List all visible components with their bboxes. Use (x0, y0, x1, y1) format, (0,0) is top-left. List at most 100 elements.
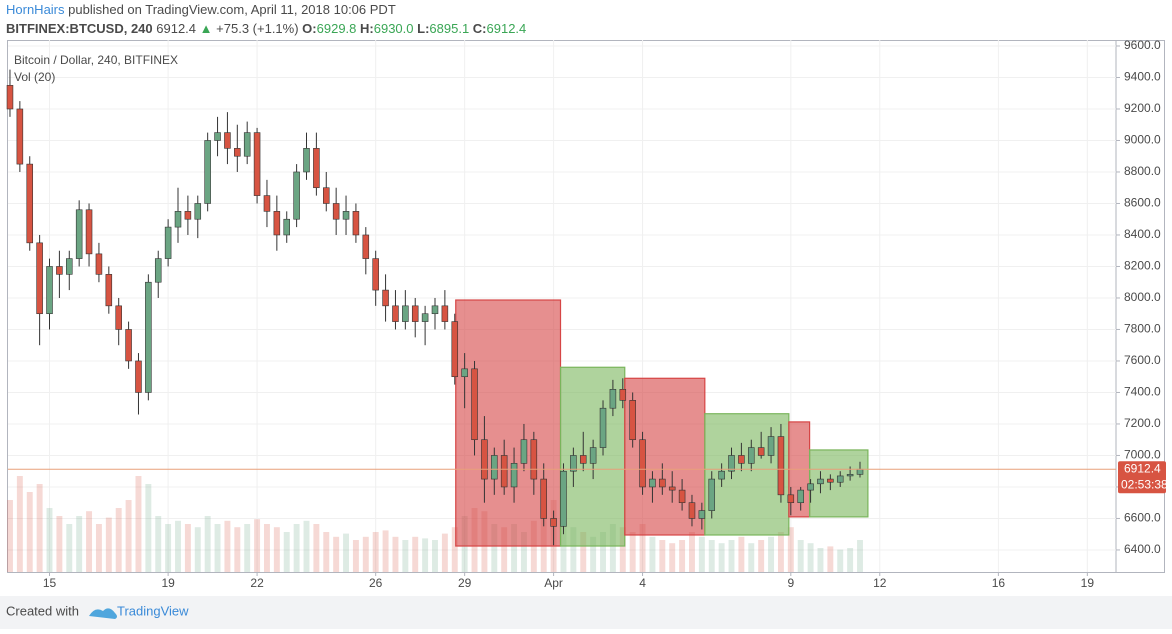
candle-body (510, 463, 518, 488)
volume-bar (758, 540, 765, 572)
x-tick-label: 19 (161, 576, 175, 590)
candle-body (125, 329, 132, 362)
volume-bar (204, 516, 211, 572)
volume-bar (580, 532, 587, 572)
volume-bar (520, 532, 527, 572)
candle-body (609, 389, 617, 409)
y-tick-label: 8400.0 (1124, 227, 1161, 241)
candle-body (283, 218, 290, 236)
x-tick-label: 15 (43, 576, 57, 590)
volume-bar (847, 548, 854, 572)
y-tick-label: 8000.0 (1124, 290, 1161, 304)
candle-body (589, 447, 597, 464)
candle-body (718, 470, 725, 480)
x-tick-label: 26 (369, 576, 383, 590)
volume-bar (570, 527, 577, 572)
o-label: O: (302, 21, 316, 36)
y-tick-label: 9000.0 (1124, 133, 1161, 147)
candle-body (659, 478, 666, 488)
h-label: H: (360, 21, 374, 36)
volume-bar (352, 540, 359, 572)
x-tick-label: 29 (458, 576, 472, 590)
volume-bar (165, 524, 172, 572)
candle-body (757, 447, 765, 456)
volume-bar (313, 524, 320, 572)
candle-body (105, 274, 113, 307)
volume-bar (155, 516, 162, 572)
candle-body (263, 195, 271, 212)
y-tick-label: 7000.0 (1124, 448, 1161, 462)
symbol-line: BITFINEX:BTCUSD, 240 6912.4 ▲ +75.3 (+1.… (6, 21, 526, 36)
volume-bar (698, 536, 705, 572)
o-value: 6929.8 (317, 21, 357, 36)
candle-body (382, 289, 389, 307)
volume-bar (837, 549, 844, 572)
candle-body (738, 455, 745, 464)
volume-bar (412, 536, 419, 572)
h-value: 6930.0 (374, 21, 414, 36)
candle-body (807, 483, 814, 491)
volume-bar (26, 492, 33, 572)
candle-body (273, 211, 281, 236)
candle-body (570, 455, 577, 472)
candle-body (26, 163, 34, 244)
y-tick-label: 9400.0 (1124, 70, 1161, 84)
volume-bar (66, 524, 73, 572)
volume-bar (817, 548, 824, 572)
candle-body (135, 360, 142, 393)
candle-body (431, 305, 439, 315)
candle-body (253, 132, 261, 196)
volume-bar (244, 524, 251, 572)
candle-body (392, 305, 399, 322)
created-with: Created with (6, 603, 79, 618)
candle-body (164, 226, 172, 259)
x-tick-label: Apr (544, 576, 563, 590)
volume-bar (293, 524, 300, 572)
y-tick-label: 8800.0 (1124, 164, 1161, 178)
candle-body (629, 400, 636, 441)
volume-bar (36, 484, 43, 572)
candle-body (649, 478, 656, 488)
volume-bar (323, 532, 330, 572)
volume-bar (125, 500, 132, 572)
volume-bar (777, 532, 784, 572)
volume-bar (422, 538, 429, 572)
candle-body (352, 211, 360, 236)
x-tick-label: 19 (1081, 576, 1095, 590)
candle-body (560, 470, 567, 527)
y-tick-label: 9200.0 (1124, 101, 1161, 115)
candle-body (411, 305, 419, 322)
candle-body (599, 407, 607, 448)
candle-body (323, 187, 330, 204)
candle-body (728, 455, 735, 472)
y-tick-label: 8600.0 (1124, 196, 1161, 210)
brand[interactable]: TradingView (117, 603, 189, 618)
candle-body (491, 455, 498, 480)
candle-body (115, 305, 122, 330)
candle-body (421, 313, 429, 322)
volume-bar (105, 517, 112, 572)
candle-body (243, 132, 251, 157)
candle-body (579, 455, 587, 464)
candle-body (332, 203, 340, 220)
volume-bar (669, 543, 676, 572)
candle-body (856, 468, 864, 475)
volume-bar (768, 536, 775, 572)
c-value: 6912.4 (487, 21, 527, 36)
plot (6, 40, 1116, 572)
volume-bar (362, 536, 369, 572)
candle-body (402, 305, 409, 322)
candle-body (313, 148, 320, 189)
volume-bar (600, 532, 606, 572)
candle-body (471, 368, 478, 441)
l-label: L: (417, 21, 429, 36)
candle-body (75, 209, 83, 259)
candle-body (46, 266, 53, 315)
footer-bg (0, 596, 1172, 629)
candle-body (85, 209, 93, 255)
author[interactable]: HornHairs (6, 2, 65, 17)
candle-body (224, 132, 231, 149)
candle-body (362, 234, 370, 259)
